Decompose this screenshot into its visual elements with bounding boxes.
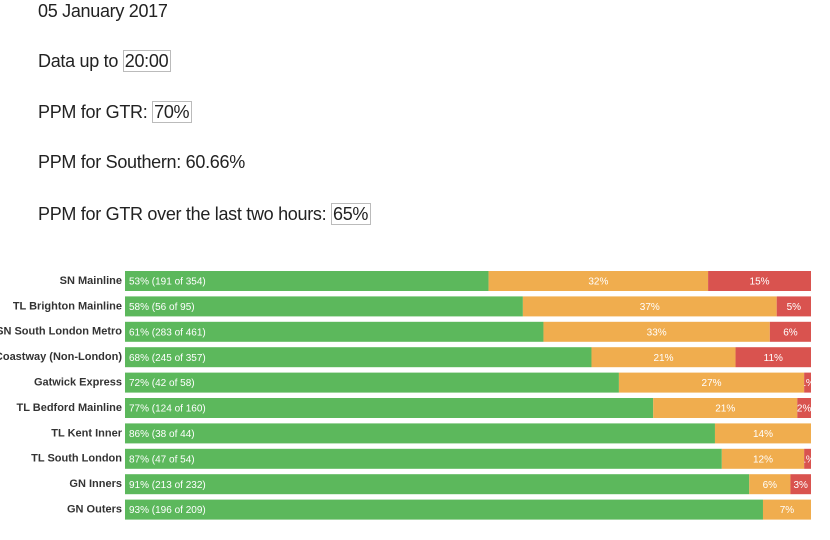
ppm-gtr-two-hours: PPM for GTR over the last two hours: 65% xyxy=(38,203,372,225)
bar-segment xyxy=(653,398,798,418)
bar-segment xyxy=(721,448,805,469)
bar-segment xyxy=(125,347,592,368)
bar-segment xyxy=(125,372,619,393)
segment-label: 21% xyxy=(715,404,735,415)
segment-label: 72% (42 of 58) xyxy=(129,378,195,389)
bar-segment xyxy=(790,474,811,495)
segment-label: 86% (38 of 44) xyxy=(129,429,195,440)
date: 05 January 2017 xyxy=(38,1,168,21)
bar-segment xyxy=(769,321,811,342)
value: 70% xyxy=(152,101,193,123)
data-up-to: Data up to 20:00 xyxy=(38,50,172,72)
category-label: Gatwick Express xyxy=(34,377,122,389)
bar-segment xyxy=(125,499,763,520)
segment-label: 1% xyxy=(800,378,815,389)
segment-label: 2% xyxy=(797,404,812,415)
segment-label: 53% (191 of 354) xyxy=(129,277,206,288)
segment-label: 37% xyxy=(640,302,660,313)
bar-segment xyxy=(543,321,770,342)
bar-segment xyxy=(125,423,715,444)
bar-segment xyxy=(125,448,722,469)
segment-label: 93% (196 of 209) xyxy=(129,505,206,516)
bar-segment xyxy=(749,474,791,495)
bar-segment xyxy=(522,296,777,317)
ppm-gtr: PPM for GTR: 70% xyxy=(38,101,193,123)
segment-label: 27% xyxy=(702,378,722,389)
bar-segment xyxy=(804,448,811,469)
bar-segment xyxy=(735,347,811,368)
category-label: SN Coastway (Non-London) xyxy=(0,351,122,363)
category-label: TL South London xyxy=(31,453,122,465)
bar-segment xyxy=(797,398,811,418)
bar-segment xyxy=(125,321,544,342)
value: 65% xyxy=(331,203,372,225)
segment-label: 33% xyxy=(647,327,667,338)
segment-label: 3% xyxy=(793,480,808,491)
segment-label: 14% xyxy=(753,429,773,440)
segment-label: 7% xyxy=(780,505,795,516)
segment-label: 6% xyxy=(783,327,798,338)
bar-segment xyxy=(708,271,811,291)
segment-label: 5% xyxy=(787,302,802,313)
category-label: TL Brighton Mainline xyxy=(13,300,122,312)
segment-label: 21% xyxy=(654,353,674,364)
category-label: GN Inners xyxy=(69,478,122,490)
segment-label: 12% xyxy=(753,454,773,465)
bar-segment xyxy=(618,372,805,393)
segment-label: 58% (56 of 95) xyxy=(129,302,195,313)
value: 20:00 xyxy=(122,50,172,72)
category-label: GN Outers xyxy=(67,504,122,516)
segment-label: 87% (47 of 54) xyxy=(129,454,195,465)
bar-segment xyxy=(125,398,654,418)
bar-segment xyxy=(776,296,811,317)
segment-label: 61% (283 of 461) xyxy=(129,327,206,338)
label: PPM for GTR over the last two hours: xyxy=(38,204,327,224)
segment-label: 77% (124 of 160) xyxy=(129,404,206,415)
segment-label: 11% xyxy=(764,353,783,364)
category-label: TL Kent Inner xyxy=(51,427,122,439)
bar-segment xyxy=(125,474,750,495)
bar-segment xyxy=(591,347,736,368)
segment-label: 91% (213 of 232) xyxy=(129,480,206,491)
segment-label: 6% xyxy=(763,480,778,491)
bar-segment xyxy=(488,271,709,291)
segment-label: 32% xyxy=(588,277,608,288)
label: Data up to xyxy=(38,51,119,71)
ppm-southern: PPM for Southern: 60.66% xyxy=(38,152,245,172)
segment-label: 68% (245 of 357) xyxy=(129,353,206,364)
segment-label: 15% xyxy=(750,277,770,288)
bar-segment xyxy=(125,296,523,317)
category-label: TL Bedford Mainline xyxy=(16,402,122,414)
bar-segment xyxy=(714,423,811,444)
category-label: SN Mainline xyxy=(60,275,122,287)
segment-label: 1% xyxy=(800,454,815,465)
label: PPM for GTR: xyxy=(38,102,148,122)
bar-segment xyxy=(125,271,489,291)
bar-segment xyxy=(762,499,811,520)
bar-segment xyxy=(804,372,811,393)
category-label: SN South London Metro xyxy=(0,326,122,338)
